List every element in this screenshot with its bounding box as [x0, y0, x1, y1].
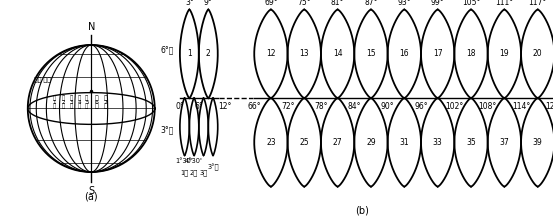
Text: 第
5
带: 第 5 带 [85, 95, 88, 109]
Text: 99°: 99° [431, 0, 445, 7]
Text: 12: 12 [266, 49, 275, 58]
Text: 0°: 0° [175, 102, 184, 111]
Text: 25: 25 [299, 138, 309, 147]
Text: 6°: 6° [195, 102, 203, 111]
Text: 111°: 111° [495, 0, 513, 7]
Text: 第
1
带: 第 1 带 [53, 95, 56, 109]
Text: 第
4
带: 第 4 带 [77, 95, 81, 109]
Text: 69°: 69° [264, 0, 278, 7]
Text: 27: 27 [333, 138, 342, 147]
Text: 31: 31 [399, 138, 409, 147]
Text: 81°: 81° [331, 0, 345, 7]
Text: 66°: 66° [247, 102, 261, 111]
Text: 23: 23 [266, 138, 276, 147]
Text: 12°: 12° [218, 102, 232, 111]
Text: 39: 39 [533, 138, 542, 147]
Text: 6°带: 6°带 [161, 45, 174, 54]
Text: 第
3
带: 第 3 带 [70, 95, 74, 109]
Text: 格林 尼治: 格林 尼治 [34, 77, 51, 83]
Text: 3°: 3° [185, 0, 194, 7]
Text: 15: 15 [366, 49, 376, 58]
Text: 3°带: 3°带 [161, 125, 174, 134]
Text: S: S [88, 186, 95, 196]
Text: 19: 19 [499, 49, 509, 58]
Text: 第
7
带: 第 7 带 [103, 95, 107, 109]
Text: 3带: 3带 [200, 169, 207, 176]
Text: 2带: 2带 [190, 169, 198, 176]
Text: 117°: 117° [529, 0, 547, 7]
Text: 1: 1 [187, 49, 192, 58]
Text: 2: 2 [206, 49, 211, 58]
Text: 1带: 1带 [181, 169, 189, 176]
Text: 120°: 120° [545, 102, 553, 111]
Text: 33: 33 [433, 138, 442, 147]
Text: 102°: 102° [445, 102, 463, 111]
Text: 14: 14 [333, 49, 342, 58]
Text: 108°: 108° [478, 102, 497, 111]
Text: 20: 20 [533, 49, 542, 58]
Text: 1°30': 1°30' [176, 158, 194, 164]
Text: 13: 13 [299, 49, 309, 58]
Text: N: N [87, 22, 95, 32]
Text: 16: 16 [399, 49, 409, 58]
Text: 114°: 114° [512, 102, 530, 111]
Text: 84°: 84° [347, 102, 361, 111]
Text: 18: 18 [466, 49, 476, 58]
Text: 35: 35 [466, 138, 476, 147]
Text: (a): (a) [85, 191, 98, 201]
Text: 87°: 87° [364, 0, 378, 7]
Text: (b): (b) [355, 205, 369, 215]
Text: 78°: 78° [314, 102, 328, 111]
Text: 37: 37 [499, 138, 509, 147]
Text: 第
6
带: 第 6 带 [95, 95, 98, 109]
Text: 96°: 96° [414, 102, 428, 111]
Text: 90°: 90° [381, 102, 394, 111]
Text: 4°30': 4°30' [185, 158, 203, 164]
Text: 3°带: 3°带 [207, 164, 219, 171]
Text: 29: 29 [366, 138, 376, 147]
Text: 105°: 105° [462, 0, 480, 7]
Text: 93°: 93° [398, 0, 411, 7]
Text: 72°: 72° [281, 102, 294, 111]
Text: 9°: 9° [204, 0, 213, 7]
Text: 第
2
带: 第 2 带 [61, 95, 65, 109]
Text: 75°: 75° [298, 0, 311, 7]
Text: 17: 17 [433, 49, 442, 58]
